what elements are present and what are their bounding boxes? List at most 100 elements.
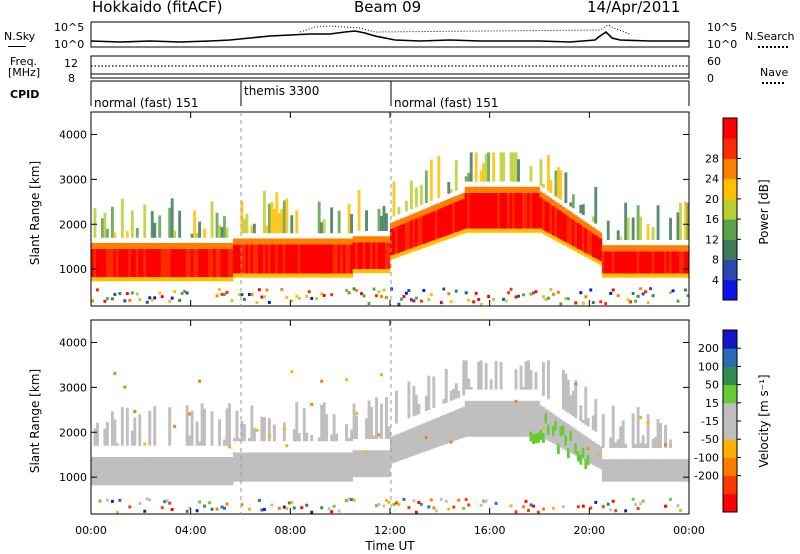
power-cell xyxy=(636,205,640,240)
velocity-cell xyxy=(267,452,271,482)
velocity-cell xyxy=(128,456,132,486)
power-cell xyxy=(551,199,555,206)
velocity-cell xyxy=(579,432,583,459)
power-cell xyxy=(487,192,491,229)
power-cell xyxy=(290,244,294,274)
power-cell xyxy=(245,244,249,274)
power-cell xyxy=(414,212,418,219)
power-ylabel: Slant Range [km] xyxy=(28,161,42,265)
power-cell xyxy=(559,239,563,244)
power-cell xyxy=(362,269,366,274)
power-cell xyxy=(556,209,560,239)
velocity-cell xyxy=(512,400,515,437)
velocity-cell xyxy=(606,502,610,506)
velocity-cell xyxy=(432,376,436,408)
velocity-cell xyxy=(581,420,585,424)
velocity-cell xyxy=(113,456,117,486)
power-cell xyxy=(255,238,259,245)
power-cell xyxy=(240,238,244,245)
power-cell xyxy=(168,277,172,282)
velocity-cell xyxy=(310,402,314,406)
power-cell xyxy=(307,244,311,274)
power-cell xyxy=(546,202,550,233)
power-cell xyxy=(616,273,620,278)
power-cell xyxy=(574,301,578,305)
velocity-cell xyxy=(507,400,510,437)
power-cell xyxy=(407,215,411,222)
power-cell xyxy=(347,203,351,234)
power-cell xyxy=(138,298,142,302)
power-cell xyxy=(621,273,625,278)
power-cell xyxy=(365,236,368,243)
velocity-cell xyxy=(609,459,613,482)
velocity-cell xyxy=(556,444,560,455)
velocity-cell xyxy=(123,456,127,486)
velocity-cell xyxy=(414,510,418,514)
velocity-cell xyxy=(155,456,159,486)
power-cell xyxy=(233,244,236,274)
power-cell xyxy=(95,277,99,282)
power-cell xyxy=(559,210,563,240)
power-cell xyxy=(482,192,486,229)
power-cell xyxy=(387,236,391,243)
power-cell xyxy=(292,273,296,278)
power-cell xyxy=(355,242,359,270)
power-cell xyxy=(504,299,508,303)
power-cell xyxy=(133,248,137,278)
power-cell xyxy=(130,248,134,278)
power-cell xyxy=(407,289,411,293)
velocity-cell xyxy=(100,456,104,486)
power-cell xyxy=(444,235,448,240)
velocity-cell xyxy=(447,413,451,444)
power-cell xyxy=(257,288,261,292)
velocity-cell xyxy=(502,400,506,437)
velocity-cell xyxy=(118,498,122,502)
power-cell xyxy=(203,242,207,249)
velocity-cell xyxy=(394,434,398,462)
power-cell xyxy=(544,231,548,236)
power-cell xyxy=(474,186,478,193)
velocity-cell xyxy=(105,498,109,502)
power-cell xyxy=(604,302,608,306)
velocity-cell xyxy=(233,452,236,482)
velocity-cell xyxy=(180,456,184,486)
power-cell xyxy=(392,221,396,228)
power-cell xyxy=(492,152,496,182)
velocity-cell xyxy=(484,499,488,503)
power-cell xyxy=(427,298,431,302)
velocity-cell xyxy=(387,450,391,478)
power-cell xyxy=(158,277,162,282)
nsearch-scale-top: 10^5 xyxy=(707,21,738,34)
power-cell xyxy=(427,207,431,214)
power-cell xyxy=(355,236,359,243)
velocity-cell xyxy=(188,435,192,446)
power-cell xyxy=(285,273,289,278)
velocity-cell xyxy=(315,452,319,482)
velocity-cell xyxy=(467,378,471,390)
velocity-cell xyxy=(414,394,418,416)
power-cell xyxy=(412,213,416,220)
velocity-cell xyxy=(252,452,256,482)
velocity-cell xyxy=(581,447,585,458)
power-cell xyxy=(584,253,588,258)
power-cell xyxy=(546,155,550,192)
power-cell xyxy=(499,152,503,182)
velocity-cell xyxy=(566,424,570,452)
power-cell xyxy=(223,292,226,296)
power-cell xyxy=(539,159,543,187)
power-cell xyxy=(629,245,633,252)
velocity-cell xyxy=(305,432,309,442)
power-cell xyxy=(494,186,498,193)
power-cell xyxy=(188,242,192,249)
velocity-cell xyxy=(375,397,378,440)
velocity-cell xyxy=(297,452,301,482)
power-cell xyxy=(616,294,620,298)
power-cell xyxy=(330,293,334,297)
velocity-cell xyxy=(409,428,413,457)
velocity-cell xyxy=(218,456,221,486)
velocity-cell xyxy=(646,414,650,448)
power-cell xyxy=(631,251,635,274)
velocity-cell xyxy=(327,452,331,482)
power-cell xyxy=(218,288,221,292)
power-cell xyxy=(447,292,451,296)
